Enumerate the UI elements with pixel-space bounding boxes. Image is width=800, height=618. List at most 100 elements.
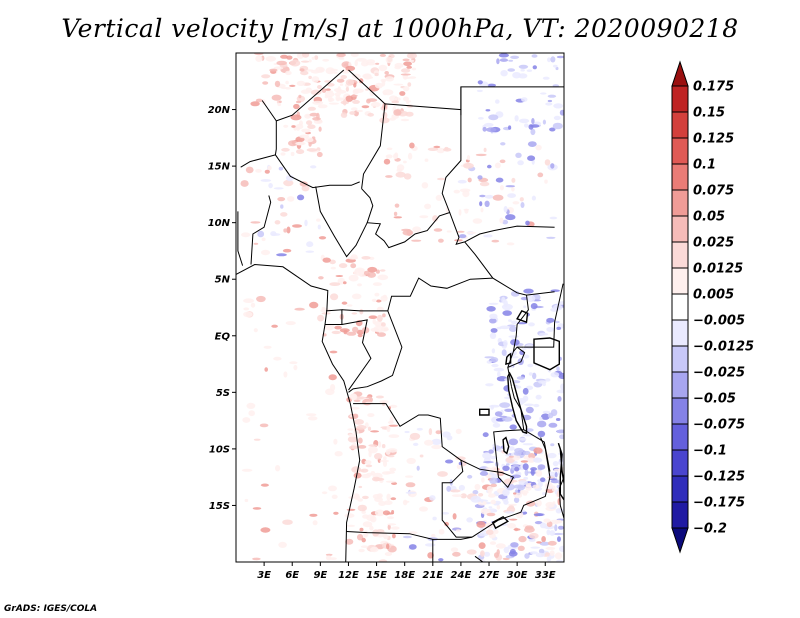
- velocity-patch: [499, 402, 511, 408]
- velocity-patch: [493, 503, 500, 506]
- velocity-patch: [318, 276, 324, 280]
- country-borders: [237, 69, 564, 562]
- velocity-patch: [511, 474, 522, 479]
- velocity-patch: [374, 82, 384, 89]
- velocity-patch: [350, 263, 357, 269]
- velocity-patch: [277, 102, 282, 107]
- velocity-patch: [340, 112, 348, 118]
- velocity-patch: [385, 471, 396, 474]
- velocity-patch: [446, 485, 452, 492]
- velocity-patch: [411, 67, 417, 71]
- velocity-patch: [402, 58, 410, 62]
- velocity-patch: [476, 89, 483, 93]
- velocity-patch: [523, 450, 531, 456]
- velocity-patch: [528, 532, 539, 539]
- velocity-patch: [403, 76, 412, 79]
- velocity-patch: [477, 500, 487, 506]
- coastline: [236, 263, 361, 562]
- velocity-patch: [273, 187, 284, 190]
- velocity-patch: [490, 357, 499, 363]
- velocity-patch: [389, 416, 394, 424]
- colorbar-label: −0.005: [693, 314, 745, 329]
- velocity-patch: [540, 92, 547, 95]
- velocity-patch: [528, 124, 534, 130]
- velocity-patch: [541, 413, 550, 420]
- velocity-patch: [530, 546, 541, 549]
- velocity-patch: [282, 248, 292, 253]
- velocity-patch: [438, 528, 445, 535]
- velocity-patch: [409, 59, 415, 63]
- velocity-patch: [495, 543, 506, 549]
- velocity-patch: [547, 476, 555, 479]
- velocity-patch: [555, 418, 561, 421]
- velocity-patch: [293, 364, 298, 371]
- velocity-patch: [474, 483, 481, 491]
- velocity-patch: [546, 529, 551, 536]
- country-border: [464, 241, 555, 296]
- velocity-patch: [254, 53, 264, 56]
- velocity-patch: [406, 229, 413, 237]
- velocity-patch: [499, 415, 508, 418]
- velocity-patch: [240, 180, 249, 187]
- velocity-patch: [274, 80, 281, 88]
- velocity-patch: [553, 64, 558, 68]
- velocity-patch: [514, 115, 519, 122]
- velocity-patch: [403, 86, 410, 92]
- velocity-patch: [270, 231, 277, 237]
- velocity-patch: [479, 471, 489, 476]
- velocity-patch: [463, 162, 474, 169]
- velocity-patch: [394, 203, 400, 208]
- velocity-patch: [271, 324, 278, 328]
- lat-tick-label: 10S: [209, 444, 230, 455]
- velocity-patch: [528, 453, 536, 459]
- velocity-patch: [491, 416, 500, 424]
- velocity-patch: [361, 60, 369, 67]
- velocity-patch: [490, 499, 497, 505]
- velocity-patch: [273, 66, 284, 70]
- velocity-patch: [530, 468, 535, 476]
- velocity-patch: [312, 100, 324, 105]
- velocity-patch: [502, 416, 513, 422]
- velocity-patch: [334, 92, 341, 97]
- velocity-patch: [382, 89, 394, 96]
- velocity-patch: [370, 471, 376, 475]
- velocity-patch: [537, 430, 546, 438]
- velocity-patch: [325, 553, 333, 556]
- velocity-patch: [358, 548, 365, 553]
- velocity-patch: [386, 512, 394, 515]
- velocity-patch: [424, 203, 432, 210]
- velocity-patch: [509, 424, 517, 430]
- latitude-axis: 20N 15N 10N 5N EQ 5S 10S 15S: [208, 105, 236, 512]
- velocity-patch: [353, 269, 365, 276]
- country-border: [325, 309, 343, 325]
- velocity-patch: [544, 159, 551, 166]
- velocity-patch: [503, 206, 508, 213]
- velocity-patch: [542, 410, 551, 414]
- velocity-patch: [359, 527, 364, 532]
- velocity-patch: [353, 419, 364, 425]
- velocity-patch: [385, 76, 394, 82]
- velocity-patch: [294, 307, 305, 311]
- velocity-patch: [437, 177, 446, 181]
- velocity-patch: [391, 482, 398, 485]
- longitude-axis: 3E 6E 9E 12E 15E 18E 21E 24E 27E 30E 33E: [257, 562, 556, 581]
- velocity-patch: [528, 322, 535, 327]
- velocity-patch: [489, 313, 498, 319]
- velocity-patch: [336, 97, 346, 101]
- velocity-patch: [334, 451, 343, 457]
- velocity-patch: [424, 543, 436, 547]
- velocity-patch: [541, 536, 546, 543]
- velocity-patch: [513, 451, 522, 456]
- velocity-patch: [497, 371, 501, 378]
- velocity-patch: [324, 323, 335, 331]
- velocity-patch: [325, 88, 331, 91]
- country-border: [353, 403, 473, 538]
- velocity-patch: [405, 491, 417, 494]
- velocity-patch: [299, 181, 308, 187]
- velocity-patch: [476, 521, 486, 528]
- velocity-patch: [260, 483, 269, 487]
- country-border: [348, 69, 386, 189]
- velocity-patch: [281, 147, 290, 152]
- velocity-patch: [376, 493, 383, 499]
- velocity-patch: [496, 504, 501, 510]
